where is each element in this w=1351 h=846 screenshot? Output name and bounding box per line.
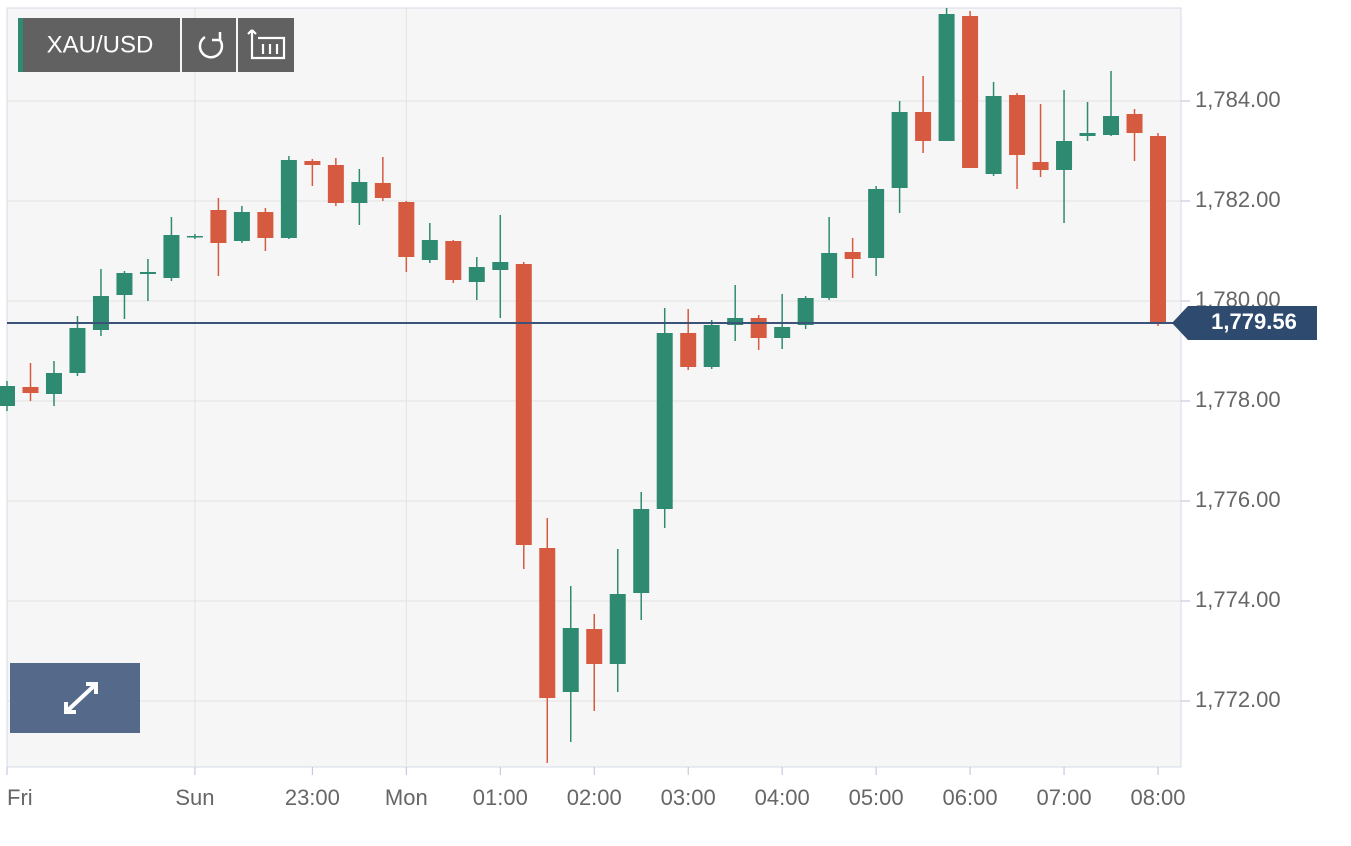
candles	[0, 8, 1166, 763]
candle-body	[210, 210, 227, 243]
symbol-bar: XAU/USD	[18, 18, 294, 72]
candle-body	[1150, 136, 1166, 323]
x-tick-label: Mon	[385, 785, 428, 810]
candle-body	[280, 160, 297, 238]
candle-body	[1056, 141, 1073, 170]
candle-body	[374, 183, 391, 198]
candle-body	[0, 386, 15, 406]
candle-body	[680, 333, 697, 367]
candle-body	[492, 262, 509, 270]
candle-body	[139, 272, 156, 274]
candle-body	[727, 318, 744, 325]
candle-body	[1032, 162, 1049, 170]
candle-body	[1009, 95, 1026, 155]
candle-body	[257, 212, 274, 238]
y-tick-label: 1,778.00	[1195, 387, 1281, 412]
x-tick-label: 03:00	[661, 785, 716, 810]
grid: 1,772.001,774.001,776.001,778.001,780.00…	[6, 8, 1281, 810]
candle-body	[163, 235, 180, 278]
candle-body	[985, 96, 1002, 174]
current-price-label: 1,779.56	[1211, 309, 1297, 334]
x-tick-label: 23:00	[285, 785, 340, 810]
candle-body	[774, 327, 791, 338]
candle-body	[844, 252, 861, 259]
candle-body	[45, 373, 62, 394]
x-tick-label: Sun	[175, 785, 214, 810]
candle-body	[515, 264, 532, 545]
y-tick-label: 1,774.00	[1195, 587, 1281, 612]
y-tick-label: 1,784.00	[1195, 87, 1281, 112]
candle-body	[609, 594, 626, 664]
symbol-title: XAU/USD	[47, 31, 154, 58]
candle-body	[1103, 116, 1120, 135]
x-tick-label: 06:00	[943, 785, 998, 810]
current-price-tag	[1172, 306, 1317, 340]
x-tick-label: 02:00	[567, 785, 622, 810]
candle-body	[92, 296, 109, 330]
candle-body	[351, 182, 368, 203]
x-tick-label: 08:00	[1130, 785, 1185, 810]
candle-body	[69, 328, 86, 373]
candle-body	[891, 112, 908, 188]
x-tick-label: 05:00	[849, 785, 904, 810]
candle-body	[821, 253, 838, 298]
candle-body	[1079, 133, 1096, 136]
candle-body	[915, 112, 932, 141]
overlay: 1,779.56	[7, 306, 1317, 340]
candle-body	[868, 189, 885, 258]
refresh-button[interactable]	[182, 18, 236, 72]
expand-icon	[64, 682, 98, 714]
expand-button[interactable]	[10, 663, 140, 733]
symbol-box[interactable]	[18, 18, 180, 72]
refresh-icon	[198, 32, 224, 59]
y-tick-label: 1,776.00	[1195, 487, 1281, 512]
expand-box[interactable]	[10, 663, 140, 733]
x-tick-label: Fri	[7, 785, 33, 810]
candle-body	[468, 267, 485, 282]
candle-body	[445, 241, 462, 280]
candle-body	[539, 548, 556, 698]
candle-body	[938, 14, 955, 141]
chart-type-button[interactable]	[238, 18, 294, 72]
chart-type-icon	[247, 29, 286, 60]
candle-body	[233, 212, 250, 241]
candle-body	[22, 387, 39, 393]
candle-body	[750, 318, 767, 338]
candle-body	[633, 509, 650, 593]
candle-body	[656, 333, 673, 509]
candle-body	[562, 628, 579, 692]
y-tick-label: 1,772.00	[1195, 687, 1281, 712]
candle-body	[186, 236, 203, 238]
candle-body	[797, 298, 814, 325]
candle-body	[703, 325, 720, 367]
candle-body	[327, 165, 344, 203]
x-tick-label: 04:00	[755, 785, 810, 810]
candle-body	[304, 161, 321, 165]
x-tick-label: 07:00	[1037, 785, 1092, 810]
candle-body	[116, 273, 133, 295]
candle-body	[421, 240, 438, 260]
candle-body	[1126, 114, 1143, 133]
symbol-stripe	[18, 18, 23, 72]
x-tick-label: 01:00	[473, 785, 528, 810]
y-tick-label: 1,782.00	[1195, 187, 1281, 212]
candle-body	[398, 202, 415, 257]
candle-body	[962, 16, 979, 168]
candle-body	[586, 629, 603, 664]
